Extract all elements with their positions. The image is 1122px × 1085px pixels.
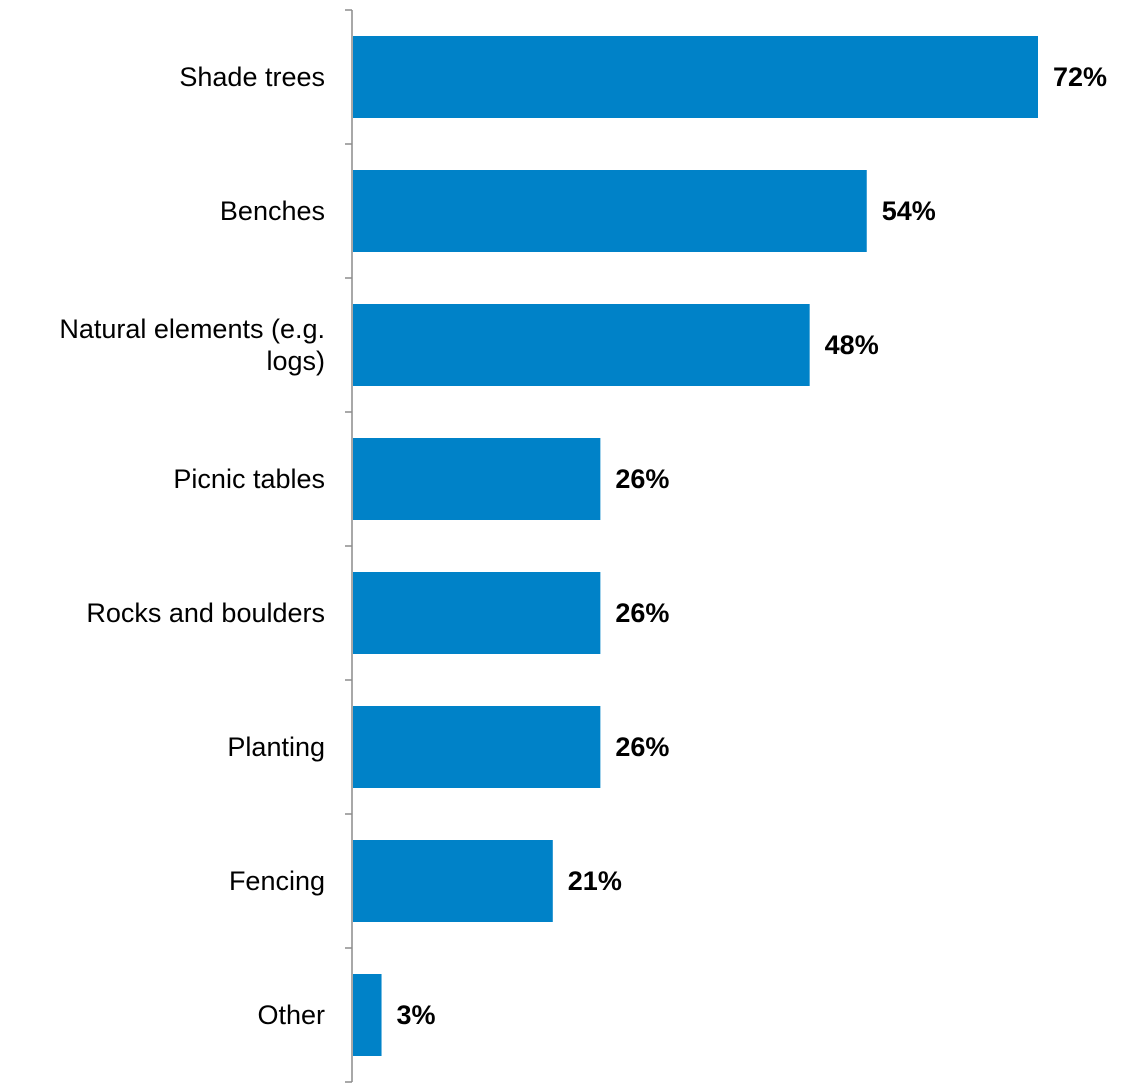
category-label: Fencing xyxy=(229,866,325,896)
data-label: 54% xyxy=(882,196,936,226)
category-label: Benches xyxy=(220,196,325,226)
data-label: 72% xyxy=(1053,62,1107,92)
data-label: 48% xyxy=(825,330,879,360)
bar xyxy=(353,706,601,788)
bar xyxy=(353,36,1038,118)
bar xyxy=(353,438,601,520)
category-label: Natural elements (e.g. logs) xyxy=(59,314,325,376)
value-labels: 72% 54% 48% 26% 26% 26% 21% 3% xyxy=(397,62,1108,1030)
bar xyxy=(353,572,601,654)
category-axis xyxy=(345,9,353,1083)
category-label: Picnic tables xyxy=(173,464,325,494)
category-label: Planting xyxy=(227,732,325,762)
data-label: 21% xyxy=(568,866,622,896)
bars xyxy=(353,36,1038,1056)
data-label: 26% xyxy=(615,732,669,762)
bar xyxy=(353,170,867,252)
category-labels: Shade trees Benches Natural elements (e.g.… xyxy=(59,62,325,1030)
data-label: 26% xyxy=(615,464,669,494)
data-label: 26% xyxy=(615,598,669,628)
category-label: Other xyxy=(257,1000,325,1030)
category-label: Shade trees xyxy=(179,62,325,92)
bar xyxy=(353,974,382,1056)
category-label: Rocks and boulders xyxy=(86,598,325,628)
bar xyxy=(353,304,810,386)
bar xyxy=(353,840,553,922)
data-label: 3% xyxy=(397,1000,436,1030)
